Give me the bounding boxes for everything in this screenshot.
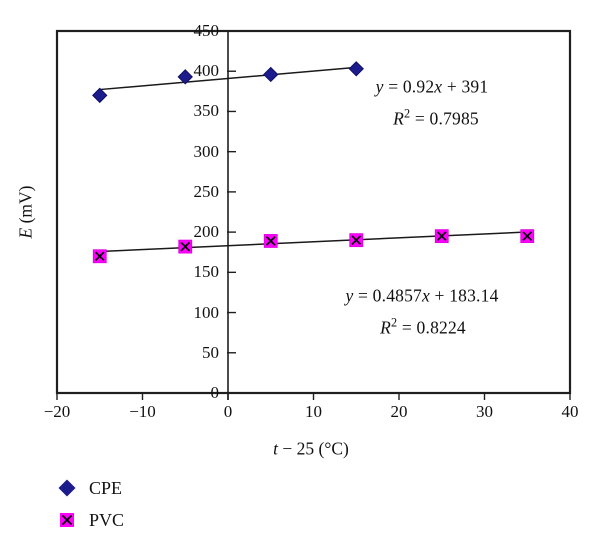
x-tick-label: −10: [129, 402, 156, 421]
y-tick-label: 400: [193, 61, 220, 81]
y-tick-label: 450: [193, 21, 220, 40]
cpe-r-squared: R2 = 0.7985: [393, 106, 479, 129]
cpe-trendline-equation: y = 0.92x + 391: [375, 76, 489, 97]
cpe-diamond-shape: [58, 479, 76, 497]
cpe-diamond-marker-icon: [58, 479, 76, 497]
trendline-pvc: [99, 231, 528, 253]
x-tick-label: 40: [561, 402, 579, 421]
data-point-pvc-x: [265, 236, 276, 246]
x-tick-label: 0: [223, 402, 233, 421]
y-tick-label: 300: [193, 141, 220, 161]
x-tick-label: 20: [390, 402, 408, 421]
data-point-cpe: [92, 87, 108, 104]
legend-item-pvc: PVC: [56, 504, 124, 536]
pvc-x-stroke: [61, 514, 73, 526]
y-axis-title: E (mV): [15, 185, 36, 239]
pvc-r-squared: R2 = 0.8224: [380, 315, 466, 338]
legend-item-cpe: CPE: [56, 472, 124, 504]
x-axis-title: t − 25 (°C): [273, 438, 349, 459]
data-point-pvc-x: [522, 231, 533, 241]
data-point-pvc-x: [180, 241, 191, 252]
data-point-pvc-x: [94, 251, 105, 262]
data-point-cpe: [263, 66, 279, 83]
data-point-pvc-x: [351, 235, 362, 245]
y-tick-label: 350: [193, 101, 220, 121]
y-tick-label: 100: [193, 302, 220, 322]
legend-label-pvc: PVC: [89, 509, 125, 530]
trendline-cpe: [99, 66, 357, 91]
data-point-cpe: [177, 69, 193, 85]
plot-border: [55, 29, 572, 395]
x-tick-label: 30: [476, 402, 493, 421]
pvc-trendline-equation: y = 0.4857x + 183.14: [345, 285, 499, 306]
legend-label-cpe: CPE: [89, 477, 123, 498]
pvc-square-x-marker-icon: [60, 513, 74, 527]
y-tick-label: 50: [202, 342, 219, 362]
x-tick-label: 10: [305, 402, 322, 421]
y-tick-label: 200: [193, 222, 220, 242]
y-tick-label: 150: [193, 262, 220, 282]
y-tick-label: 0: [210, 383, 220, 402]
data-point-pvc-x: [436, 231, 447, 241]
legend: CPE PVC: [56, 472, 124, 536]
x-tick-label: −20: [43, 402, 71, 421]
data-point-cpe: [348, 61, 364, 77]
y-tick-label: 250: [193, 181, 220, 201]
